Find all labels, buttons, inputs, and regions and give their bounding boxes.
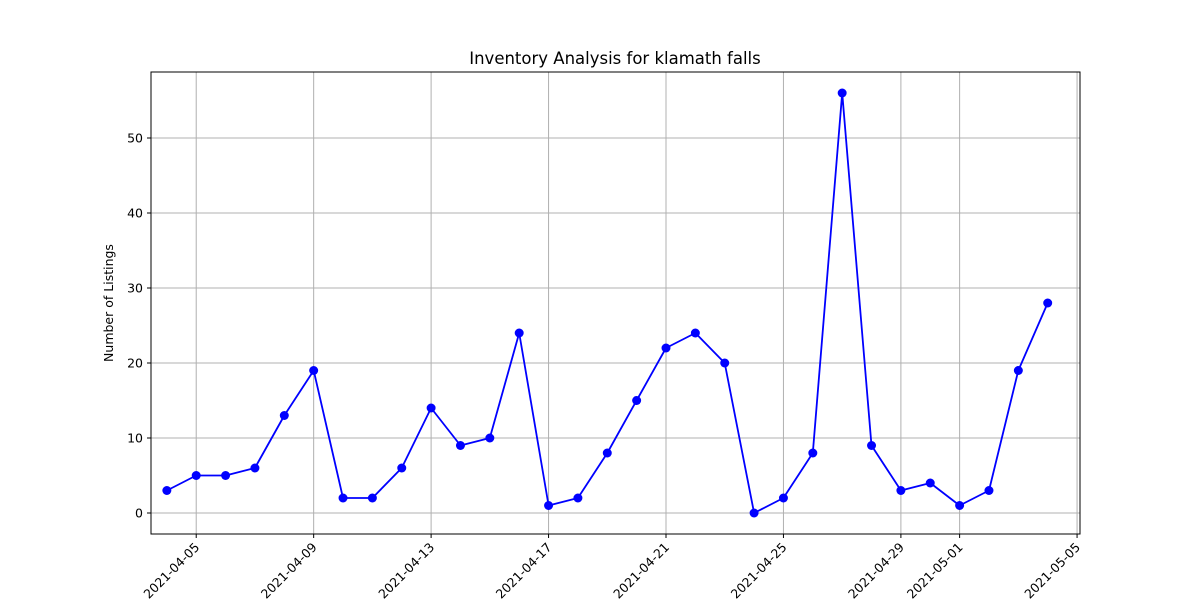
data-point [338,493,348,503]
x-tick-label: 2021-04-25 [728,540,790,600]
data-point [632,396,642,405]
data-point [544,501,554,510]
data-point [250,463,260,473]
data-point [573,493,583,503]
data-point [690,328,700,338]
data-point [309,366,319,375]
data-point [955,501,965,510]
y-tick-label: 20 [127,356,143,371]
y-tick-label: 30 [127,281,143,296]
data-point [455,441,465,450]
data-point [514,328,524,338]
plot-frame [150,71,1081,535]
y-tick-label: 10 [127,431,143,446]
data-point [279,411,289,420]
data-point [191,471,201,480]
data-point [925,478,935,488]
x-tick-label: 2021-05-01 [904,540,966,600]
x-tick-label: 2021-05-05 [1021,540,1083,600]
y-axis-ticks: 0 10 20 30 40 50 [127,131,151,521]
data-point [808,448,818,458]
data-point [661,343,671,353]
data-point [720,358,730,368]
x-tick-label: 2021-04-13 [375,540,437,600]
data-point [749,508,759,518]
data-point [485,433,495,443]
data-point [1013,366,1023,375]
data-point [896,486,906,495]
y-axis-label: Number of Listings [101,244,116,362]
x-tick-label: 2021-04-17 [493,540,555,600]
data-point [867,441,877,450]
y-tick-label: 0 [135,506,143,521]
data-point [367,493,377,503]
x-tick-label: 2021-04-29 [845,539,907,600]
data-point [397,463,407,473]
data-point [162,486,172,495]
y-tick-label: 50 [127,131,143,146]
series-listings [162,88,1053,518]
data-point [837,88,847,98]
data-point [984,486,994,495]
x-tick-label: 2021-04-05 [140,540,202,600]
y-tick-label: 40 [127,206,143,221]
data-point [426,403,436,413]
data-point [1043,298,1053,308]
grid [151,72,1080,534]
data-point [221,471,231,480]
x-tick-label: 2021-04-09 [258,539,320,600]
data-point [602,448,612,458]
x-axis-ticks: 2021-04-05 2021-04-09 2021-04-13 2021-04-17… [140,534,1083,600]
x-tick-label: 2021-04-21 [610,540,672,600]
data-point [778,493,788,503]
chart-title: Inventory Analysis for klamath falls [469,49,761,68]
